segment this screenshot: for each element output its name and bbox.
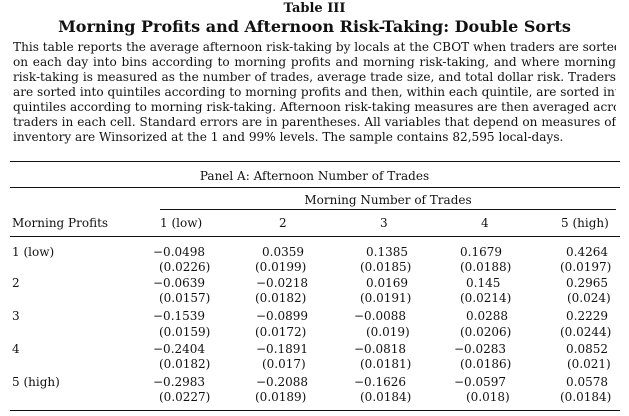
table-cell: 0.145: [466, 276, 501, 290]
table-cell-error: (0.019): [366, 325, 410, 339]
table-cell-error: (0.0188): [460, 260, 512, 274]
table-cell-error: (0.0206): [460, 325, 512, 339]
table-cell: −0.1539: [153, 309, 206, 323]
column-group-rule: [160, 209, 616, 210]
table-cell: 0.1385: [366, 245, 408, 259]
table-cell-error: (0.0182): [159, 357, 211, 371]
table-cell-error: (0.018): [466, 390, 510, 404]
column-group-title: Morning Number of Trades: [304, 193, 472, 207]
table-cell: 0.1679: [460, 245, 502, 259]
caption-line: quintiles according to morning risk-taki…: [13, 100, 616, 114]
table-cell: −0.0818: [354, 342, 407, 356]
table-cell-error: (0.017): [262, 357, 306, 371]
table-cell: 0.0288: [466, 309, 508, 323]
header-rule: [10, 236, 620, 237]
table-cell-error: (0.0186): [460, 357, 512, 371]
table-cell-error: (0.0185): [360, 260, 412, 274]
table-label: Table III: [283, 1, 346, 16]
row-label: 5 (high): [12, 375, 60, 389]
table-cell: 0.4264: [566, 245, 608, 259]
table-cell-error: (0.0182): [255, 291, 307, 305]
table-cell: −0.1891: [256, 342, 309, 356]
row-header: Morning Profits: [12, 216, 109, 230]
column-header: 2: [279, 216, 287, 230]
table-bottom-rule: [10, 410, 620, 411]
panel-rule: [10, 187, 620, 188]
caption-line: risk-taking is measured as the number of…: [13, 70, 616, 84]
table-cell-error: (0.0191): [360, 291, 412, 305]
column-header: 1 (low): [160, 216, 203, 230]
column-header: 4: [481, 216, 489, 230]
table-cell-error: (0.0226): [159, 260, 211, 274]
table-cell: −0.2404: [153, 342, 206, 356]
table-top-rule: [10, 161, 620, 162]
table-cell: 0.0169: [366, 276, 408, 290]
table-cell-error: (0.0184): [560, 390, 612, 404]
panel-title: Panel A: Afternoon Number of Trades: [199, 169, 430, 183]
table-cell-error: (0.0244): [560, 325, 612, 339]
table-cell: 0.0359: [262, 245, 304, 259]
table-cell: 0.0852: [566, 342, 608, 356]
table-cell-error: (0.0184): [360, 390, 412, 404]
table-cell-error: (0.0172): [255, 325, 307, 339]
caption-line: inventory are Winsorized at the 1 and 99…: [13, 130, 564, 144]
table-cell-error: (0.0157): [159, 291, 211, 305]
column-header: 5 (high): [561, 216, 609, 230]
table-cell: −0.0088: [354, 309, 407, 323]
table-cell-error: (0.024): [567, 291, 611, 305]
table-cell-error: (0.0181): [360, 357, 412, 371]
row-label: 4: [12, 342, 20, 356]
table-title: Morning Profits and Afternoon Risk-Takin…: [58, 17, 571, 36]
table-cell: −0.2088: [256, 375, 309, 389]
table-cell: −0.0498: [153, 245, 206, 259]
table-cell-error: (0.0189): [255, 390, 307, 404]
table-cell: −0.2983: [153, 375, 206, 389]
caption-line: on each day into bins according to morni…: [13, 55, 616, 69]
table-cell-error: (0.0197): [560, 260, 612, 274]
table-cell-error: (0.021): [567, 357, 611, 371]
table-cell-error: (0.0214): [460, 291, 512, 305]
table-cell: −0.0218: [256, 276, 309, 290]
table-cell-error: (0.0159): [159, 325, 211, 339]
caption-line: This table reports the average afternoon…: [13, 40, 616, 54]
table-cell: −0.1626: [354, 375, 407, 389]
caption-line: traders in each cell. Standard errors ar…: [13, 115, 616, 129]
row-label: 1 (low): [12, 245, 55, 259]
table-cell: 0.2229: [566, 309, 608, 323]
table-cell: 0.2965: [566, 276, 608, 290]
table-cell: −0.0639: [153, 276, 206, 290]
table-cell-error: (0.0199): [255, 260, 307, 274]
caption-line: are sorted into quintiles according to m…: [13, 85, 616, 99]
row-label: 3: [12, 309, 20, 323]
row-label: 2: [12, 276, 20, 290]
table-cell-error: (0.0227): [159, 390, 211, 404]
table-cell: −0.0597: [454, 375, 507, 389]
table-cell: −0.0899: [256, 309, 309, 323]
column-header: 3: [380, 216, 388, 230]
table-cell: −0.0283: [454, 342, 507, 356]
table-cell: 0.0578: [566, 375, 608, 389]
